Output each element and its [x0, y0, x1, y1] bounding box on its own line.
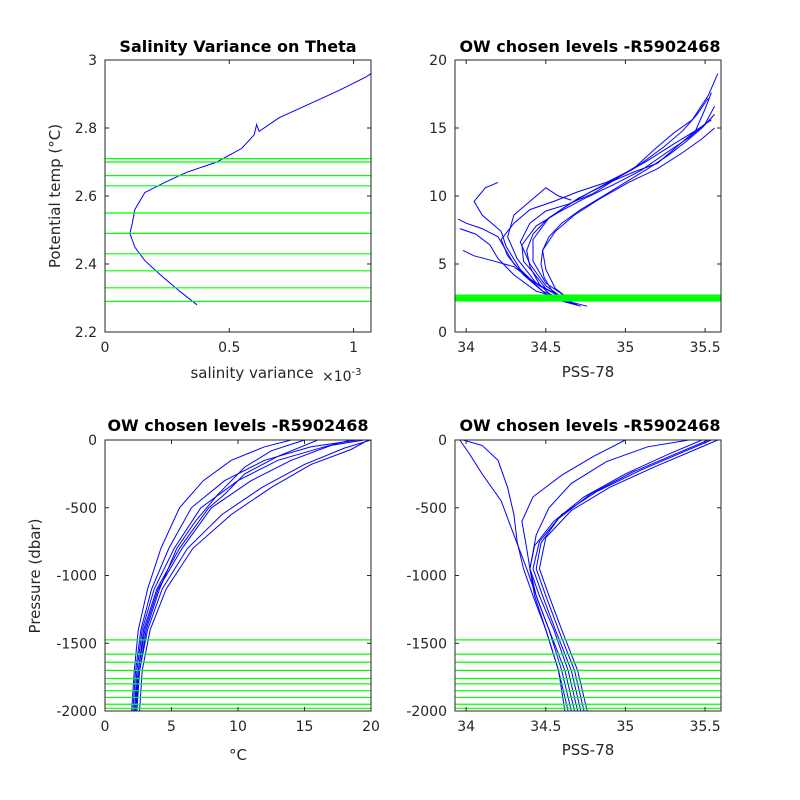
profile-line [135, 440, 365, 711]
panel-1-ylabel: Potential temp (°C) [46, 124, 64, 268]
profile-line [535, 440, 709, 711]
panel-1-ticks: 0 0.5 1 2.2 2.4 2.6 2.8 3 [75, 53, 371, 356]
panel-2-ticks: 34 34.5 35 35.5 0 5 10 15 20 [429, 53, 721, 356]
profile-line [540, 114, 715, 307]
panel-salinity-variance: Salinity Variance on Theta 0 0.5 1 2.2 2.4 2.… [46, 37, 372, 385]
panel-3-ylabel: Pressure (dbar) [26, 519, 44, 634]
profile-line [133, 440, 318, 711]
profile-line [132, 440, 358, 711]
panel-salinity-pressure: OW chosen levels -R5902468 34 34.5 35 35.5 -… [406, 416, 722, 759]
profile-line [131, 440, 292, 711]
profile-line [507, 187, 572, 299]
y-tick-label: 3 [88, 53, 97, 69]
profile-line [532, 92, 712, 300]
x-tick-label: 0 [101, 340, 110, 356]
profile-line [529, 440, 690, 711]
panel-theta-salinity: OW chosen levels -R5902468 34 34.5 35 35.5 0… [429, 37, 722, 381]
profile-line [136, 440, 371, 711]
y-tick-label: 0 [438, 325, 447, 341]
panel-3-plot-area [105, 440, 371, 711]
y-tick-label: -500 [415, 501, 447, 517]
panel-1-title: Salinity Variance on Theta [119, 37, 356, 56]
y-tick-label: -500 [65, 501, 97, 517]
panel-1-xlabel: salinity variance [190, 364, 313, 382]
profile-line [135, 440, 305, 711]
panel-1-x-exponent-base: ×10 [322, 369, 352, 385]
y-tick-label: 2.6 [75, 189, 97, 205]
panel-4-ticks: 34 34.5 35 35.5 -2000 -1500 -1000 -500 0 [406, 433, 721, 735]
panel-3-ticks: 0 5 10 15 20 -2000 -1500 -1000 -500 0 [56, 433, 380, 735]
profile-line [500, 73, 719, 304]
x-tick-label: 35.5 [689, 719, 720, 735]
profile-line [459, 228, 569, 302]
y-tick-label: -1500 [406, 636, 447, 652]
x-tick-label: 0 [101, 719, 110, 735]
x-tick-label: 15 [296, 719, 314, 735]
profile-line [542, 127, 715, 302]
panel-3-xlabel: °C [229, 746, 247, 764]
panel-4-title: OW chosen levels -R5902468 [459, 416, 720, 435]
profile-line [521, 440, 626, 711]
y-tick-label: 5 [438, 257, 447, 273]
x-tick-label: 35 [617, 340, 635, 356]
panel-4-plot-area [455, 440, 721, 711]
x-tick-label: 34 [457, 340, 475, 356]
profile-line [538, 440, 718, 711]
profile-line [519, 119, 712, 300]
x-tick-label: 35.5 [689, 340, 720, 356]
x-tick-label: 34.5 [530, 719, 561, 735]
x-tick-label: 35 [617, 719, 635, 735]
y-tick-label: -1500 [56, 636, 97, 652]
panel-2-xlabel: PSS-78 [562, 363, 615, 381]
x-tick-label: 10 [229, 719, 247, 735]
profile-line [139, 440, 369, 711]
y-tick-label: 10 [429, 189, 447, 205]
panel-1-x-exponent: ×10-3 [322, 367, 362, 385]
panel-1-axes [104, 59, 372, 333]
panel-2-title: OW chosen levels -R5902468 [459, 37, 720, 56]
x-tick-label: 34.5 [530, 340, 561, 356]
profile-line [459, 440, 572, 711]
x-tick-label: 34 [457, 719, 475, 735]
y-tick-label: -1000 [56, 569, 97, 585]
y-tick-label: -2000 [406, 704, 447, 720]
panel-4-xlabel: PSS-78 [562, 741, 615, 759]
x-tick-label: 1 [349, 340, 358, 356]
x-tick-label: 5 [167, 719, 176, 735]
y-tick-label: 15 [429, 121, 447, 137]
panel-temp-pressure: OW chosen levels -R5902468 0 5 10 15 20 -2000… [26, 416, 380, 764]
profile-line [133, 440, 352, 711]
x-tick-label: 0.5 [218, 340, 240, 356]
x-tick-label: 20 [362, 719, 380, 735]
y-tick-label: -2000 [56, 704, 97, 720]
profile-line [526, 97, 709, 307]
profile-line [473, 181, 572, 303]
panel-2-plot-area [455, 73, 721, 307]
panel-3-title: OW chosen levels -R5902468 [107, 416, 368, 435]
profile-line [532, 440, 712, 711]
y-tick-label: 2.2 [75, 325, 97, 341]
panel-1-plot-area [105, 73, 371, 306]
profile-line [129, 73, 371, 306]
y-tick-label: 2.4 [75, 257, 97, 273]
y-tick-label: 0 [438, 433, 447, 449]
y-tick-label: 20 [429, 53, 447, 69]
y-tick-label: -1000 [406, 569, 447, 585]
y-tick-label: 0 [88, 433, 97, 449]
panel-1-x-exponent-power: -3 [352, 367, 362, 378]
y-tick-label: 2.8 [75, 121, 97, 137]
profile-line [521, 105, 716, 302]
